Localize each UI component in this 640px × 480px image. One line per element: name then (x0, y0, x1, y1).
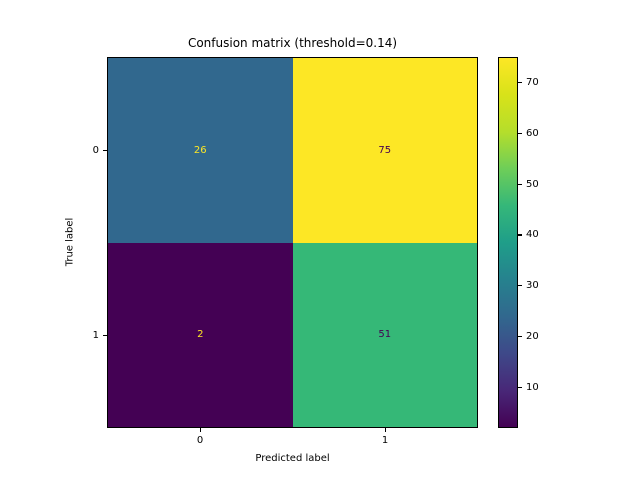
cell-value: 26 (194, 145, 207, 156)
y-axis-tick-mark (103, 335, 107, 336)
colorbar-tick-label: 60 (526, 127, 556, 140)
matrix-cell-true1-pred0: 2 (108, 243, 293, 428)
x-tick-label-1: 1 (365, 434, 405, 447)
matrix-cell-true0-pred0: 26 (108, 58, 293, 243)
colorbar-tick-mark (518, 387, 522, 388)
colorbar (498, 57, 518, 428)
colorbar-tick-label: 40 (526, 228, 556, 241)
matrix-cell-true0-pred1: 75 (293, 58, 478, 243)
colorbar-tick-mark (518, 82, 522, 83)
cell-value: 2 (197, 329, 203, 340)
figure-canvas: Confusion matrix (threshold=0.14) 26 75 … (0, 0, 640, 480)
chart-title: Confusion matrix (threshold=0.14) (107, 36, 478, 50)
cell-value: 75 (378, 145, 391, 156)
colorbar-tick-label: 20 (526, 330, 556, 343)
x-axis-tick-mark (200, 428, 201, 432)
colorbar-tick-label: 10 (526, 381, 556, 394)
colorbar-tick-mark (518, 285, 522, 286)
colorbar-tick-mark (518, 133, 522, 134)
x-axis-tick-mark (385, 428, 386, 432)
colorbar-tick-mark (518, 234, 522, 235)
y-tick-label-0: 0 (55, 144, 99, 157)
colorbar-tick-label: 30 (526, 279, 556, 292)
x-axis-label: Predicted label (107, 453, 478, 464)
x-tick-label-0: 0 (180, 434, 220, 447)
y-axis-label: True label (65, 218, 76, 267)
colorbar-tick-mark (518, 184, 522, 185)
matrix-cell-true1-pred1: 51 (293, 243, 478, 428)
colorbar-tick-mark (518, 336, 522, 337)
confusion-matrix-heatmap: 26 75 2 51 (107, 57, 478, 428)
y-tick-label-1: 1 (55, 329, 99, 342)
colorbar-tick-label: 70 (526, 76, 556, 89)
colorbar-tick-label: 50 (526, 178, 556, 191)
y-axis-tick-mark (103, 150, 107, 151)
cell-value: 51 (378, 329, 391, 340)
